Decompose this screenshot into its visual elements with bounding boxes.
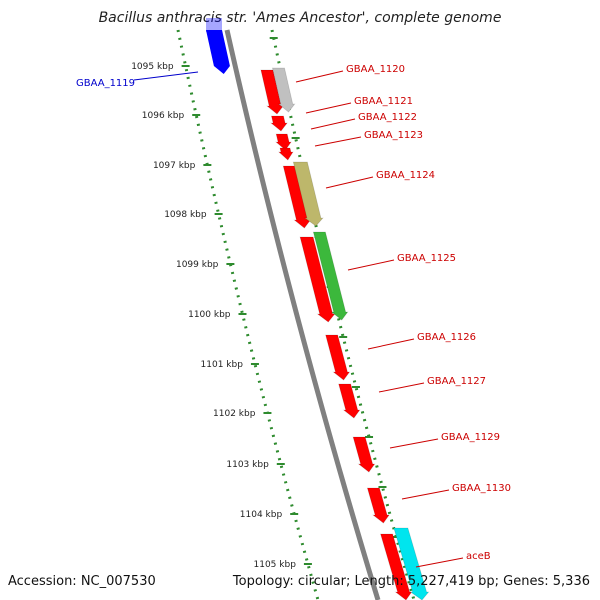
scale-tick-label: 1095 kbp: [131, 62, 174, 72]
cds-arrow[interactable]: [352, 436, 376, 473]
gene-label[interactable]: GBAA_1121: [354, 96, 413, 107]
ruler-dots: [270, 29, 416, 600]
cds-arrow[interactable]: [269, 115, 288, 132]
gene-label[interactable]: GBAA_1124: [376, 170, 435, 181]
scale-tick-label: 1105 kbp: [254, 560, 297, 570]
cds-arrow[interactable]: [380, 533, 413, 600]
cds-arrow[interactable]: [260, 69, 284, 115]
backbone-line: [224, 29, 381, 600]
gene-arrow-gbaa-1125[interactable]: [312, 231, 349, 321]
gene-label[interactable]: GBAA_1130: [452, 483, 511, 494]
gene-label[interactable]: aceB: [466, 551, 491, 562]
gene-label-leader: [295, 70, 344, 83]
scale-tick-label: 1104 kbp: [240, 510, 283, 520]
gene-label[interactable]: GBAA_1120: [346, 64, 405, 75]
gene-arrow-acebs[interactable]: [393, 527, 430, 600]
gene-arrow-gbaa-1119[interactable]: [206, 30, 230, 74]
cds-arrow[interactable]: [274, 133, 292, 151]
scale-tick-label: 1100 kbp: [188, 310, 231, 320]
accession-label: Accession: NC_007530: [8, 574, 156, 589]
gene-label[interactable]: GBAA_1126: [417, 332, 476, 343]
tick-labels-layer: 1095 kbp 1096 kbp 1097 kbp 1098 kbp 1099 kbp…: [131, 62, 296, 570]
scale-tick-label: 1097 kbp: [153, 161, 196, 171]
features-layer: [206, 18, 430, 600]
labels-layer: GBAA_1119 GBAA_1120 GBAA_1121 GBAA_1122 GBAA…: [76, 64, 511, 568]
gene-label-leader: [378, 382, 425, 393]
gene-label-leader: [314, 136, 362, 147]
scale-tick-label: 1101 kbp: [201, 360, 244, 370]
gene-label-leader: [310, 118, 356, 130]
gene-label-leader: [133, 71, 199, 81]
gene-label-leader: [325, 176, 374, 189]
cds-arrow[interactable]: [338, 383, 361, 419]
cds-arrow[interactable]: [277, 147, 294, 161]
gene-label[interactable]: GBAA_1125: [397, 253, 456, 264]
cds-arrow[interactable]: [366, 487, 390, 524]
gene-arrow-gbaa-1124[interactable]: [292, 161, 324, 227]
backbone: [224, 29, 381, 600]
gene-label[interactable]: GBAA_1127: [427, 376, 486, 387]
gene-label-leader: [389, 438, 439, 449]
gene-label[interactable]: GBAA_1119: [76, 78, 135, 89]
gene-label-leader: [401, 489, 450, 500]
gene-label[interactable]: GBAA_1123: [364, 130, 423, 141]
gene-label[interactable]: GBAA_1122: [358, 112, 417, 123]
scale-tick-label: 1099 kbp: [176, 260, 219, 270]
cds-arrow[interactable]: [325, 334, 351, 381]
gene-label[interactable]: GBAA_1129: [441, 432, 500, 443]
gene-arrow-gbaa-1119-fade: [206, 18, 222, 32]
gene-label-leader: [367, 338, 415, 350]
cds-arrow[interactable]: [299, 236, 336, 323]
scale-tick-label: 1096 kbp: [142, 111, 185, 121]
scale-tick-label: 1102 kbp: [213, 409, 256, 419]
gene-label-leader: [305, 102, 352, 114]
topology-label: Topology: circular; Length: 5,227,419 bp…: [232, 574, 590, 589]
left-ruler: [176, 29, 320, 600]
gene-label-leader: [347, 259, 395, 271]
scale-tick-label: 1103 kbp: [226, 460, 269, 470]
gene-arrow-gbaa-1120[interactable]: [271, 67, 296, 113]
scale-tick-label: 1098 kbp: [164, 210, 207, 220]
gene-label-leader: [415, 557, 464, 568]
ruler-dots: [176, 29, 320, 600]
map-title: Bacillus anthracis str. 'Ames Ancestor',…: [98, 10, 502, 26]
